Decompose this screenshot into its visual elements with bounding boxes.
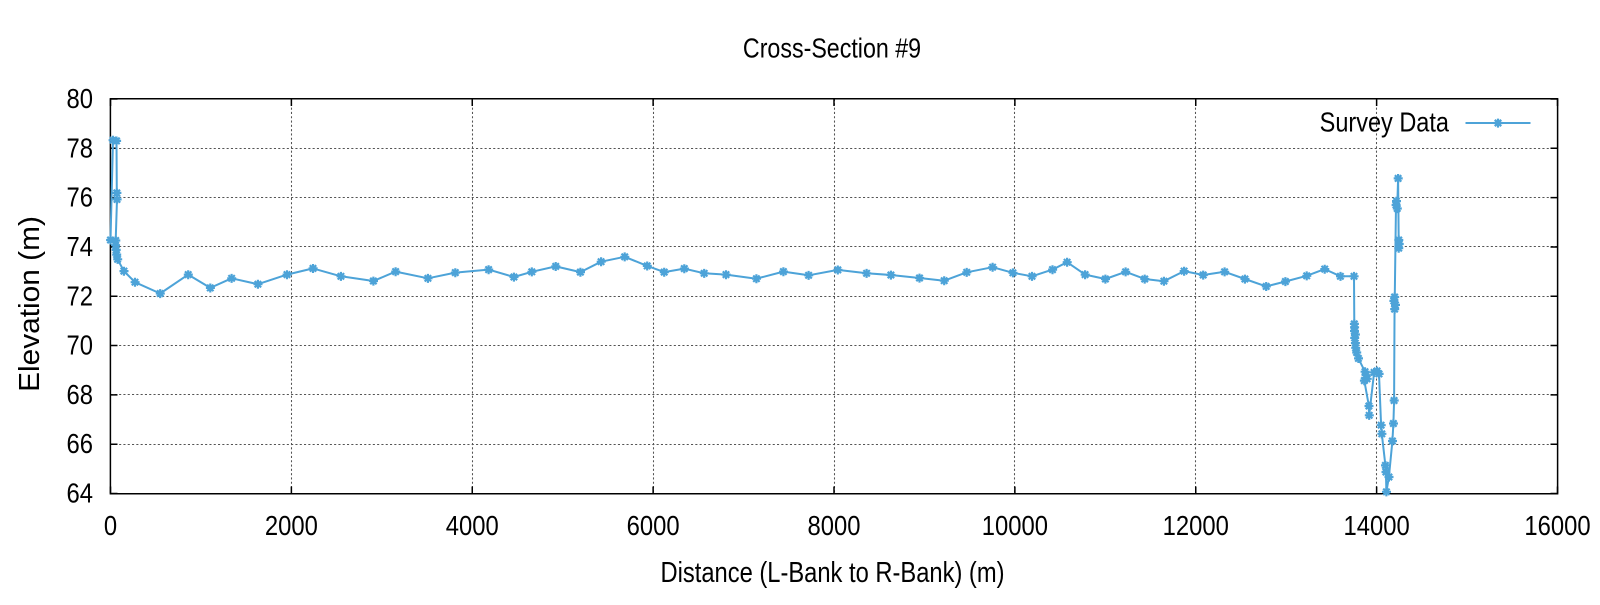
svg-text:6000: 6000 [627, 509, 680, 541]
svg-text:4000: 4000 [446, 509, 499, 541]
svg-text:Elevation (m): Elevation (m) [13, 216, 46, 392]
svg-text:12000: 12000 [1163, 509, 1229, 541]
svg-text:68: 68 [67, 378, 93, 410]
svg-text:0: 0 [104, 509, 117, 541]
svg-text:Cross-Section #9: Cross-Section #9 [743, 34, 921, 64]
svg-text:2000: 2000 [265, 509, 318, 541]
svg-text:80: 80 [67, 82, 93, 114]
svg-text:Distance (L-Bank to R-Bank) (m: Distance (L-Bank to R-Bank) (m) [661, 556, 1005, 589]
svg-text:Survey Data: Survey Data [1320, 108, 1450, 138]
svg-text:64: 64 [67, 477, 93, 509]
svg-text:78: 78 [67, 131, 93, 163]
svg-text:66: 66 [67, 427, 93, 459]
svg-text:16000: 16000 [1524, 509, 1590, 541]
svg-text:14000: 14000 [1344, 509, 1410, 541]
svg-text:76: 76 [67, 181, 93, 213]
svg-text:8000: 8000 [808, 509, 861, 541]
svg-text:74: 74 [67, 230, 93, 262]
svg-text:72: 72 [67, 279, 93, 311]
svg-text:70: 70 [67, 329, 93, 361]
svg-text:10000: 10000 [982, 509, 1048, 541]
